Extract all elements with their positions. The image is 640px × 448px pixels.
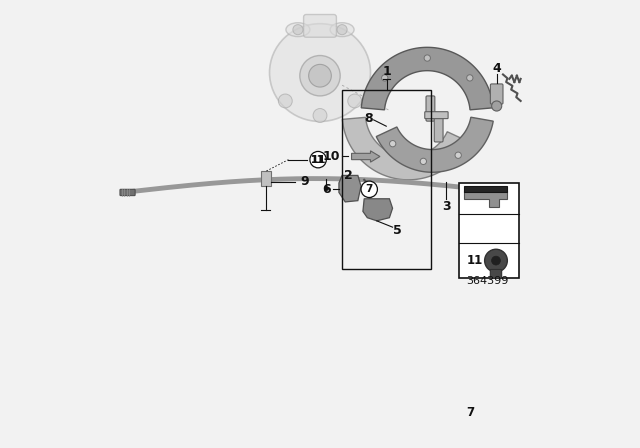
Polygon shape bbox=[339, 176, 361, 202]
Circle shape bbox=[455, 152, 461, 159]
Ellipse shape bbox=[269, 24, 371, 121]
Circle shape bbox=[348, 94, 362, 108]
Circle shape bbox=[390, 141, 396, 147]
Ellipse shape bbox=[286, 23, 310, 37]
Circle shape bbox=[308, 65, 332, 87]
Text: 10: 10 bbox=[323, 150, 340, 163]
Polygon shape bbox=[376, 117, 493, 172]
Text: 3: 3 bbox=[442, 200, 451, 213]
Circle shape bbox=[310, 151, 326, 168]
Bar bbox=[464, 185, 507, 192]
Polygon shape bbox=[261, 171, 271, 186]
Text: 11: 11 bbox=[310, 155, 326, 165]
Text: 4: 4 bbox=[492, 62, 501, 75]
Text: 5: 5 bbox=[392, 224, 401, 237]
Circle shape bbox=[492, 101, 502, 111]
Circle shape bbox=[492, 256, 500, 265]
Circle shape bbox=[467, 75, 473, 81]
Polygon shape bbox=[464, 191, 507, 207]
Ellipse shape bbox=[330, 23, 354, 37]
Circle shape bbox=[484, 249, 508, 272]
FancyArrow shape bbox=[351, 151, 380, 162]
Text: 2: 2 bbox=[344, 169, 353, 182]
Circle shape bbox=[424, 55, 431, 61]
Text: 7: 7 bbox=[365, 184, 373, 194]
Circle shape bbox=[313, 108, 327, 122]
Circle shape bbox=[420, 158, 426, 164]
Polygon shape bbox=[363, 199, 392, 221]
Circle shape bbox=[293, 25, 303, 34]
Text: 7: 7 bbox=[467, 406, 474, 419]
Text: 8: 8 bbox=[364, 112, 373, 125]
Text: 364399: 364399 bbox=[466, 276, 508, 286]
Bar bbox=[342, 90, 431, 268]
FancyBboxPatch shape bbox=[486, 405, 506, 419]
FancyBboxPatch shape bbox=[490, 84, 503, 104]
FancyBboxPatch shape bbox=[490, 269, 502, 278]
Text: 11: 11 bbox=[311, 155, 325, 165]
Circle shape bbox=[361, 181, 378, 198]
Bar bbox=[459, 183, 519, 278]
Circle shape bbox=[278, 94, 292, 108]
Circle shape bbox=[381, 75, 388, 81]
Text: 11: 11 bbox=[467, 254, 483, 267]
Circle shape bbox=[337, 25, 347, 34]
Text: 1: 1 bbox=[382, 65, 391, 78]
FancyBboxPatch shape bbox=[425, 112, 448, 119]
Polygon shape bbox=[361, 47, 493, 110]
FancyBboxPatch shape bbox=[303, 14, 337, 37]
FancyBboxPatch shape bbox=[434, 117, 443, 142]
Polygon shape bbox=[342, 117, 468, 180]
FancyBboxPatch shape bbox=[491, 417, 501, 436]
FancyBboxPatch shape bbox=[120, 190, 135, 196]
Text: 6: 6 bbox=[322, 183, 331, 196]
Text: 9: 9 bbox=[300, 175, 308, 188]
FancyBboxPatch shape bbox=[426, 96, 435, 121]
Circle shape bbox=[300, 56, 340, 96]
